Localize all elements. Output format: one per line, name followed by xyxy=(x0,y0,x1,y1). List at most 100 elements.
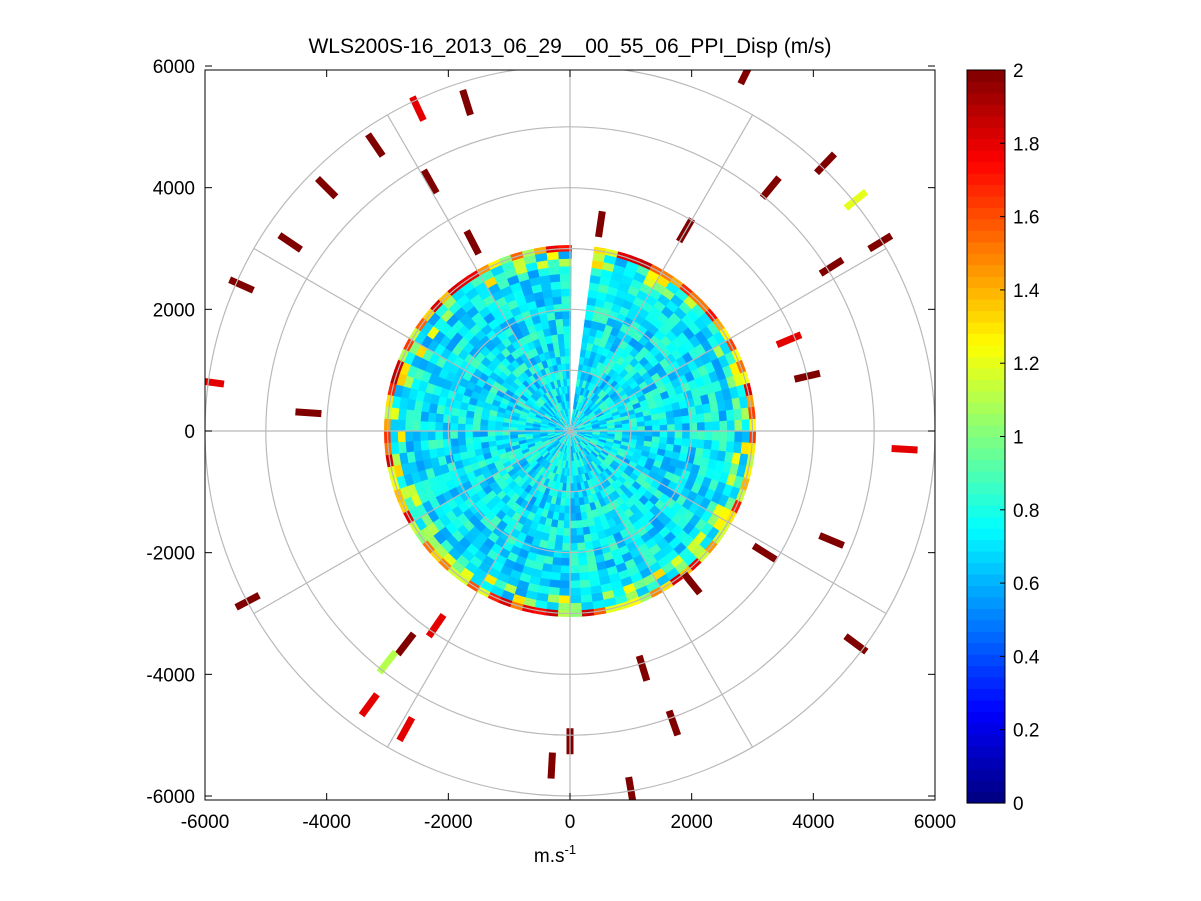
disc-cell xyxy=(564,416,568,425)
disc-cell xyxy=(664,403,674,413)
disc-cell xyxy=(549,464,556,474)
disc-cell xyxy=(398,450,409,465)
disc-cell xyxy=(574,385,580,395)
disc-cell xyxy=(540,468,548,477)
disc-cell xyxy=(427,429,436,441)
disc-cell xyxy=(559,444,565,453)
disc-cell xyxy=(464,436,474,445)
disc-cell xyxy=(464,429,473,438)
colorbar-band xyxy=(967,539,1005,552)
disc-cell xyxy=(667,431,676,439)
disc-cell xyxy=(593,376,601,386)
disc-cell xyxy=(566,445,570,455)
disc-cell xyxy=(552,473,559,483)
disc-cell xyxy=(559,459,565,469)
disc-cell xyxy=(527,410,537,417)
disc-cell xyxy=(597,537,609,548)
disc-cell xyxy=(549,406,557,415)
disc-cell xyxy=(676,392,687,404)
disc-cell xyxy=(595,361,605,371)
disc-cell xyxy=(566,468,570,477)
disc-cell xyxy=(589,402,598,411)
disc-cell xyxy=(542,327,552,337)
disc-cell xyxy=(710,440,721,453)
disc-cell xyxy=(554,310,564,320)
disc-cell xyxy=(594,561,607,572)
disc-cell xyxy=(526,467,536,477)
disc-cell xyxy=(578,451,584,460)
disc-cell xyxy=(719,431,728,443)
disc-cell xyxy=(574,512,582,522)
disc-cell xyxy=(562,400,566,410)
disc-cell xyxy=(575,420,583,427)
disc-cell xyxy=(599,380,608,390)
disc-cell xyxy=(596,530,607,541)
disc-cell xyxy=(559,409,565,418)
disc-cell xyxy=(584,425,593,429)
disc-cell xyxy=(557,394,563,403)
disc-cell xyxy=(586,479,594,489)
disc-cell xyxy=(546,342,555,352)
disc-cell xyxy=(548,407,556,416)
disc-cell xyxy=(539,424,549,429)
disc-cell xyxy=(398,484,411,500)
disc-cell xyxy=(532,436,542,441)
disc-cell xyxy=(597,388,606,398)
disc-cell xyxy=(602,408,612,415)
disc-cell xyxy=(413,449,424,462)
disc-cell xyxy=(562,445,567,454)
disc-cell xyxy=(606,435,616,441)
disc-cell xyxy=(573,408,578,417)
disc-cell xyxy=(533,290,546,301)
disc-cell xyxy=(577,564,589,574)
disc-cell xyxy=(412,419,421,431)
disc-cell xyxy=(532,423,541,428)
disc-cell xyxy=(457,443,468,454)
disc-cell xyxy=(598,354,608,365)
disc-cell xyxy=(594,352,603,363)
disc-cell xyxy=(543,383,551,393)
disc-cell xyxy=(618,447,628,455)
disc-cell xyxy=(596,455,605,464)
disc-cell xyxy=(560,444,566,453)
disc-cell xyxy=(729,362,742,378)
disc-cell xyxy=(590,439,599,445)
disc-cell xyxy=(577,557,588,567)
disc-cell xyxy=(589,592,604,603)
disc-cell xyxy=(598,418,607,424)
disc-cell xyxy=(601,383,611,392)
disc-cell xyxy=(552,341,561,351)
disc-cell xyxy=(600,449,610,457)
disc-cell xyxy=(574,436,582,443)
disc-cell xyxy=(658,411,668,421)
disc-cell xyxy=(585,445,593,453)
colorbar-band xyxy=(967,493,1005,506)
disc-cell xyxy=(493,270,509,284)
disc-cell xyxy=(495,439,504,446)
disc-cell xyxy=(575,475,581,484)
disc-cell xyxy=(607,425,616,429)
disc-cell xyxy=(563,325,572,334)
disc-cell xyxy=(554,534,564,544)
disc-cell xyxy=(574,409,580,418)
disc-cell xyxy=(554,425,563,430)
disc-cell xyxy=(494,425,503,431)
disc-cell xyxy=(596,464,605,474)
disc-cell xyxy=(559,497,566,507)
disc-cell xyxy=(465,409,475,419)
disc-cell xyxy=(564,340,571,349)
disc-cell xyxy=(594,386,603,396)
disc-cell xyxy=(553,481,560,491)
disc-cell xyxy=(515,453,525,462)
disc-cell xyxy=(543,413,552,420)
disc-cell xyxy=(589,532,600,542)
disc-cell xyxy=(586,471,594,481)
disc-cell xyxy=(537,577,551,588)
disc-cell xyxy=(558,370,564,380)
disc-cell xyxy=(480,440,490,449)
disc-cell xyxy=(464,416,474,425)
disc-cell xyxy=(539,432,548,435)
disc-cell xyxy=(498,401,509,410)
disc-cell xyxy=(458,407,468,418)
disc-cell xyxy=(583,406,591,415)
